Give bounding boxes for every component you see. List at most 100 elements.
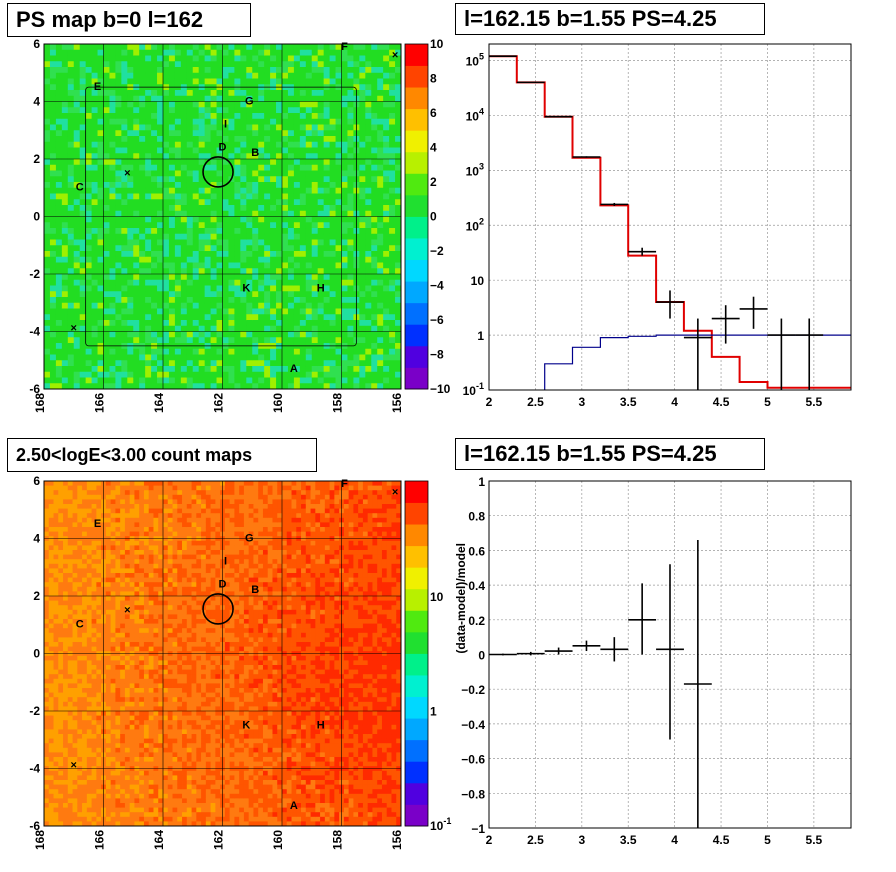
map-cell (53, 623, 59, 629)
map-cell (180, 136, 188, 143)
map-cell (151, 325, 158, 332)
map-cell (86, 711, 92, 716)
map-cell (127, 251, 134, 258)
map-cell (204, 371, 211, 378)
map-cell (53, 481, 59, 486)
map-cell (240, 314, 247, 321)
map-cell (105, 494, 112, 500)
map-cell (329, 136, 336, 143)
map-cell (77, 591, 83, 597)
map-cell (127, 325, 134, 332)
map-cell (204, 199, 211, 206)
map-cell (264, 262, 271, 269)
map-cell (204, 262, 211, 269)
map-cell (151, 136, 158, 143)
map-cell (96, 701, 102, 707)
map-cell (293, 182, 301, 189)
map-cell (204, 314, 211, 321)
map-cell (97, 113, 104, 120)
map-cell (228, 153, 235, 160)
map-cell (105, 720, 112, 726)
spectrum-x-tick: 3.5 (620, 395, 637, 409)
map-cell (44, 688, 50, 693)
map-cell (311, 170, 319, 177)
map-cell (347, 320, 354, 327)
map-cell (347, 337, 354, 344)
map-cell (234, 279, 241, 286)
map-cell (395, 153, 402, 160)
map-cell (67, 609, 73, 615)
map-cell (222, 55, 229, 62)
map-cell (395, 262, 402, 269)
map-cell (168, 348, 176, 355)
map-cell (186, 308, 194, 315)
map-cell (97, 153, 104, 160)
map-cell (335, 371, 342, 378)
map-cell (180, 107, 188, 114)
map-cell (91, 182, 98, 189)
map-cell (55, 205, 63, 212)
map-cell (53, 701, 59, 707)
map-cell (110, 706, 116, 712)
map-cell (97, 233, 104, 240)
map-cell (63, 688, 69, 693)
map-cell (293, 101, 301, 108)
map-cell (192, 49, 200, 56)
map-cell (246, 314, 253, 321)
map-cell (58, 563, 64, 569)
map-cell (299, 262, 307, 269)
map-cell (163, 360, 170, 367)
map-cell (222, 320, 229, 327)
map-cell (198, 251, 206, 258)
map-cell (282, 170, 289, 177)
map-cell (341, 325, 348, 332)
map-cell (168, 55, 176, 62)
map-cell (174, 44, 182, 51)
map-cell (305, 233, 313, 240)
map-cell (91, 642, 97, 647)
map-cell (79, 239, 87, 246)
map-cell (282, 141, 289, 148)
map-cell (204, 95, 211, 102)
map-cell (377, 302, 384, 309)
map-cell (335, 297, 342, 304)
map-cell (198, 320, 206, 327)
map-cell (180, 130, 188, 137)
map-cell (246, 124, 253, 131)
map-cell (105, 780, 112, 785)
map-cell (72, 821, 78, 827)
map-cell (157, 274, 164, 281)
map-cell (359, 279, 366, 286)
map-cell (186, 239, 194, 246)
map-cell (299, 205, 307, 212)
map-cell (133, 205, 140, 212)
map-cell (133, 366, 140, 373)
map-cell (198, 210, 206, 217)
map-cell (341, 72, 348, 79)
map-y-tick: -2 (29, 267, 40, 281)
map-cell (329, 256, 336, 263)
map-cell (335, 182, 342, 189)
map-cell (329, 164, 336, 171)
map-cell (246, 107, 253, 114)
map-cell (48, 715, 54, 721)
map-cell (115, 348, 122, 355)
map-cell (44, 637, 50, 643)
map-cell (49, 331, 57, 338)
map-cell (105, 697, 112, 703)
map-cell (305, 377, 313, 384)
map-cell (258, 348, 265, 355)
map-cell (44, 678, 50, 684)
map-cell (341, 147, 348, 154)
map-cell (145, 377, 152, 384)
map-cell (96, 816, 102, 822)
map-cell (287, 285, 295, 292)
map-cell (389, 325, 396, 332)
map-cell (389, 366, 396, 373)
map-cell (299, 72, 307, 79)
map-cell (61, 136, 69, 143)
map-cell (389, 216, 396, 223)
map-cell (335, 49, 342, 56)
map-cell (299, 95, 307, 102)
